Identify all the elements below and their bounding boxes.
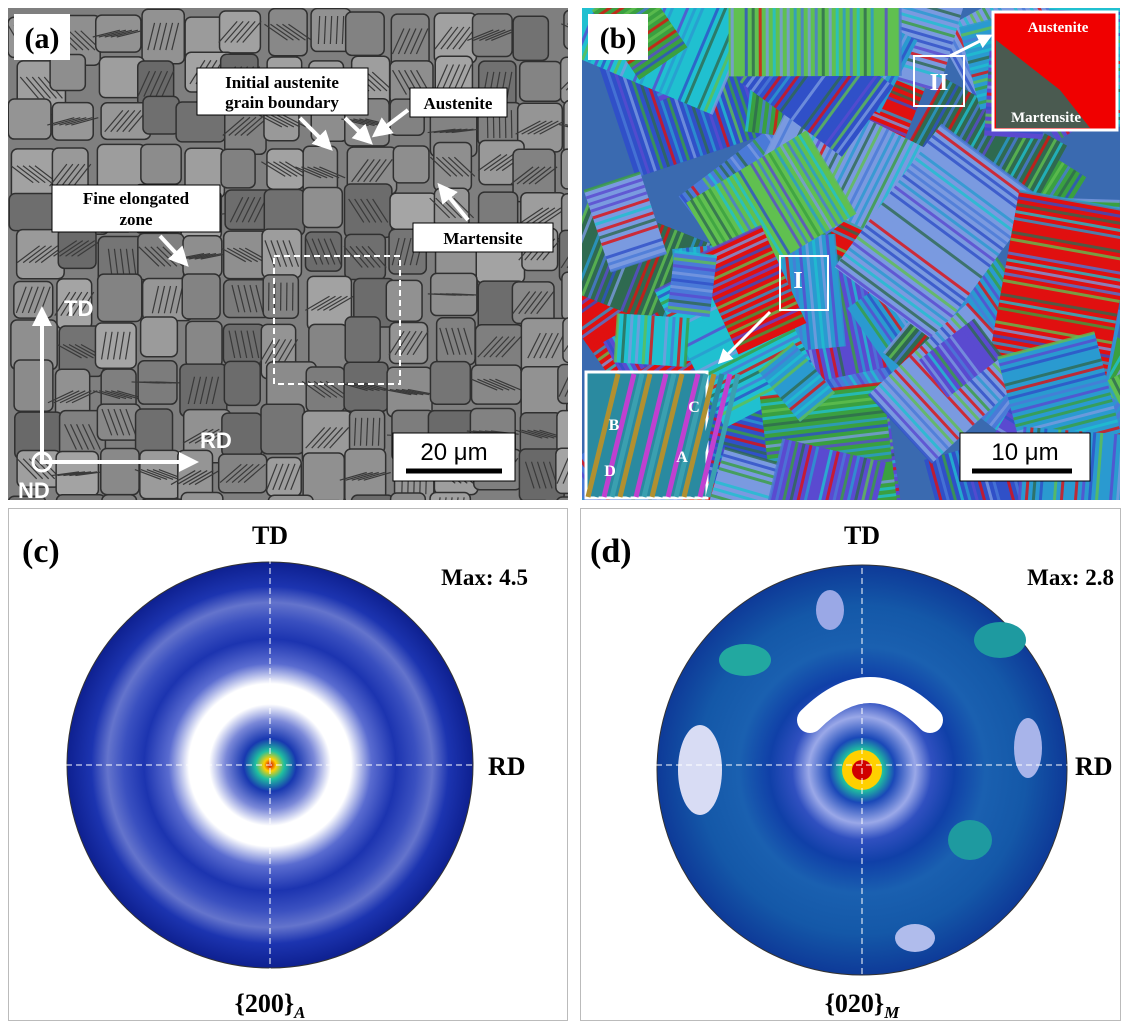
lath bbox=[571, 371, 583, 396]
axis-label: TD bbox=[252, 521, 288, 550]
annotation: Fine elongated bbox=[83, 189, 190, 208]
grain bbox=[261, 404, 304, 454]
grain bbox=[14, 360, 53, 411]
grain bbox=[221, 149, 255, 188]
pole-lobe bbox=[816, 590, 844, 630]
axis-label: RD bbox=[1075, 752, 1113, 781]
grain bbox=[186, 321, 222, 367]
grain bbox=[98, 274, 142, 321]
pole-lobe bbox=[974, 622, 1026, 658]
grain bbox=[430, 362, 470, 405]
variant-label: D bbox=[604, 463, 616, 480]
scale-bar-label: 20 μm bbox=[420, 439, 487, 466]
pole-lobe bbox=[678, 725, 722, 815]
axis-label: ND bbox=[18, 478, 50, 503]
pole-lobe bbox=[719, 644, 771, 676]
lath bbox=[874, 0, 964, 3]
panel-label: (b) bbox=[600, 22, 637, 55]
axis-label: TD bbox=[844, 521, 880, 550]
inset-label: Austenite bbox=[1028, 20, 1089, 36]
lath bbox=[804, 0, 884, 2]
plane: {200} bbox=[235, 989, 295, 1018]
variant-label: C bbox=[688, 399, 700, 416]
grain bbox=[520, 61, 562, 101]
grain bbox=[141, 144, 181, 184]
variant-label: B bbox=[609, 417, 620, 434]
grain bbox=[615, 313, 688, 366]
annotation: grain boundary bbox=[225, 93, 339, 112]
axis-label: RD bbox=[488, 752, 526, 781]
panel-label: (a) bbox=[25, 22, 60, 55]
grain bbox=[8, 99, 51, 139]
lath bbox=[569, 458, 580, 484]
region-label: I bbox=[793, 268, 802, 294]
pole-lobe bbox=[948, 820, 992, 860]
page: (a) Initial austenite grain boundary Aus… bbox=[0, 0, 1122, 1022]
pole-lobe bbox=[895, 924, 935, 952]
scale-bar-label: 10 μm bbox=[991, 439, 1058, 466]
lath bbox=[699, 0, 767, 8]
max-label: Max: 2.8 bbox=[1027, 565, 1114, 590]
annotation: Austenite bbox=[424, 94, 493, 113]
grain bbox=[728, 0, 900, 76]
region-label: II bbox=[930, 70, 949, 96]
annotation: zone bbox=[119, 210, 153, 229]
pole-lobe bbox=[1014, 718, 1042, 778]
grain bbox=[345, 317, 380, 363]
grain bbox=[141, 317, 178, 357]
plane: {020} bbox=[825, 989, 885, 1018]
grain bbox=[303, 188, 343, 228]
grain bbox=[393, 146, 429, 183]
grain bbox=[667, 252, 717, 318]
grain bbox=[182, 274, 220, 319]
phase: A bbox=[293, 1003, 305, 1022]
axis-label: RD bbox=[200, 428, 232, 453]
grain bbox=[386, 280, 422, 321]
panel-label: (d) bbox=[590, 533, 632, 570]
grain bbox=[346, 12, 385, 55]
lath bbox=[805, 0, 885, 9]
lath bbox=[1049, 4, 1122, 8]
max-label: Max: 4.5 bbox=[441, 565, 528, 590]
grain bbox=[224, 361, 260, 405]
lath bbox=[567, 244, 582, 268]
phase: M bbox=[883, 1003, 900, 1022]
axis-label: TD bbox=[64, 296, 93, 321]
grain bbox=[143, 96, 179, 134]
grain bbox=[9, 193, 58, 230]
annotation: Martensite bbox=[443, 229, 523, 248]
figure: (a) Initial austenite grain boundary Aus… bbox=[0, 0, 1122, 1022]
grain bbox=[513, 16, 548, 60]
annotation: Initial austenite bbox=[225, 73, 339, 92]
panel-label: (c) bbox=[22, 533, 60, 570]
variant-label: A bbox=[676, 449, 688, 466]
grain bbox=[136, 409, 173, 456]
inset-label: Martensite bbox=[1011, 110, 1081, 126]
grain bbox=[101, 449, 139, 495]
axis-origin bbox=[40, 460, 45, 465]
lath bbox=[1050, 0, 1122, 1]
